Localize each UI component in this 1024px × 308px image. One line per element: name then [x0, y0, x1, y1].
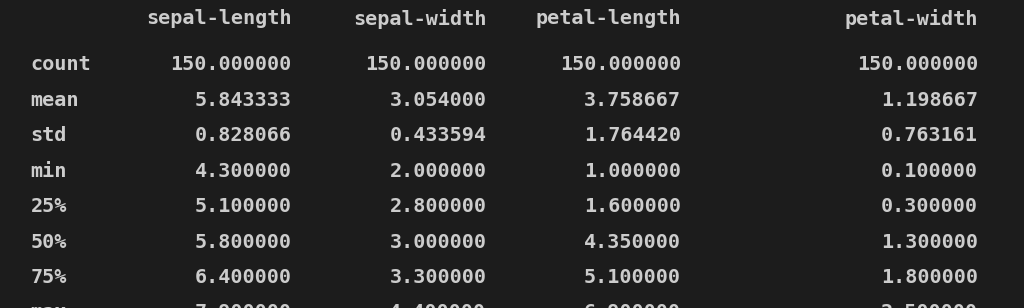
Text: 3.000000: 3.000000 [389, 233, 486, 252]
Text: 2.500000: 2.500000 [881, 303, 978, 308]
Text: 5.100000: 5.100000 [584, 268, 681, 287]
Text: petal-length: petal-length [536, 9, 681, 28]
Text: 4.400000: 4.400000 [389, 303, 486, 308]
Text: 1.000000: 1.000000 [584, 162, 681, 181]
Text: 150.000000: 150.000000 [857, 55, 978, 75]
Text: min: min [31, 162, 68, 181]
Text: petal-width: petal-width [845, 9, 978, 29]
Text: 1.300000: 1.300000 [881, 233, 978, 252]
Text: 1.800000: 1.800000 [881, 268, 978, 287]
Text: 75%: 75% [31, 268, 68, 287]
Text: 50%: 50% [31, 233, 68, 252]
Text: 1.600000: 1.600000 [584, 197, 681, 216]
Text: 0.100000: 0.100000 [881, 162, 978, 181]
Text: 5.800000: 5.800000 [195, 233, 292, 252]
Text: sepal-length: sepal-length [146, 9, 292, 28]
Text: 1.198667: 1.198667 [881, 91, 978, 110]
Text: 0.300000: 0.300000 [881, 197, 978, 216]
Text: 5.100000: 5.100000 [195, 197, 292, 216]
Text: count: count [31, 55, 91, 75]
Text: 4.300000: 4.300000 [195, 162, 292, 181]
Text: 0.433594: 0.433594 [389, 126, 486, 145]
Text: 3.300000: 3.300000 [389, 268, 486, 287]
Text: 7.900000: 7.900000 [195, 303, 292, 308]
Text: 1.764420: 1.764420 [584, 126, 681, 145]
Text: std: std [31, 126, 68, 145]
Text: 3.054000: 3.054000 [389, 91, 486, 110]
Text: 6.400000: 6.400000 [195, 268, 292, 287]
Text: 3.758667: 3.758667 [584, 91, 681, 110]
Text: 0.828066: 0.828066 [195, 126, 292, 145]
Text: 25%: 25% [31, 197, 68, 216]
Text: mean: mean [31, 91, 79, 110]
Text: 150.000000: 150.000000 [560, 55, 681, 75]
Text: 2.000000: 2.000000 [389, 162, 486, 181]
Text: 150.000000: 150.000000 [366, 55, 486, 75]
Text: 2.800000: 2.800000 [389, 197, 486, 216]
Text: 150.000000: 150.000000 [171, 55, 292, 75]
Text: sepal-width: sepal-width [353, 9, 486, 29]
Text: max: max [31, 303, 68, 308]
Text: 4.350000: 4.350000 [584, 233, 681, 252]
Text: 5.843333: 5.843333 [195, 91, 292, 110]
Text: 6.900000: 6.900000 [584, 303, 681, 308]
Text: 0.763161: 0.763161 [881, 126, 978, 145]
